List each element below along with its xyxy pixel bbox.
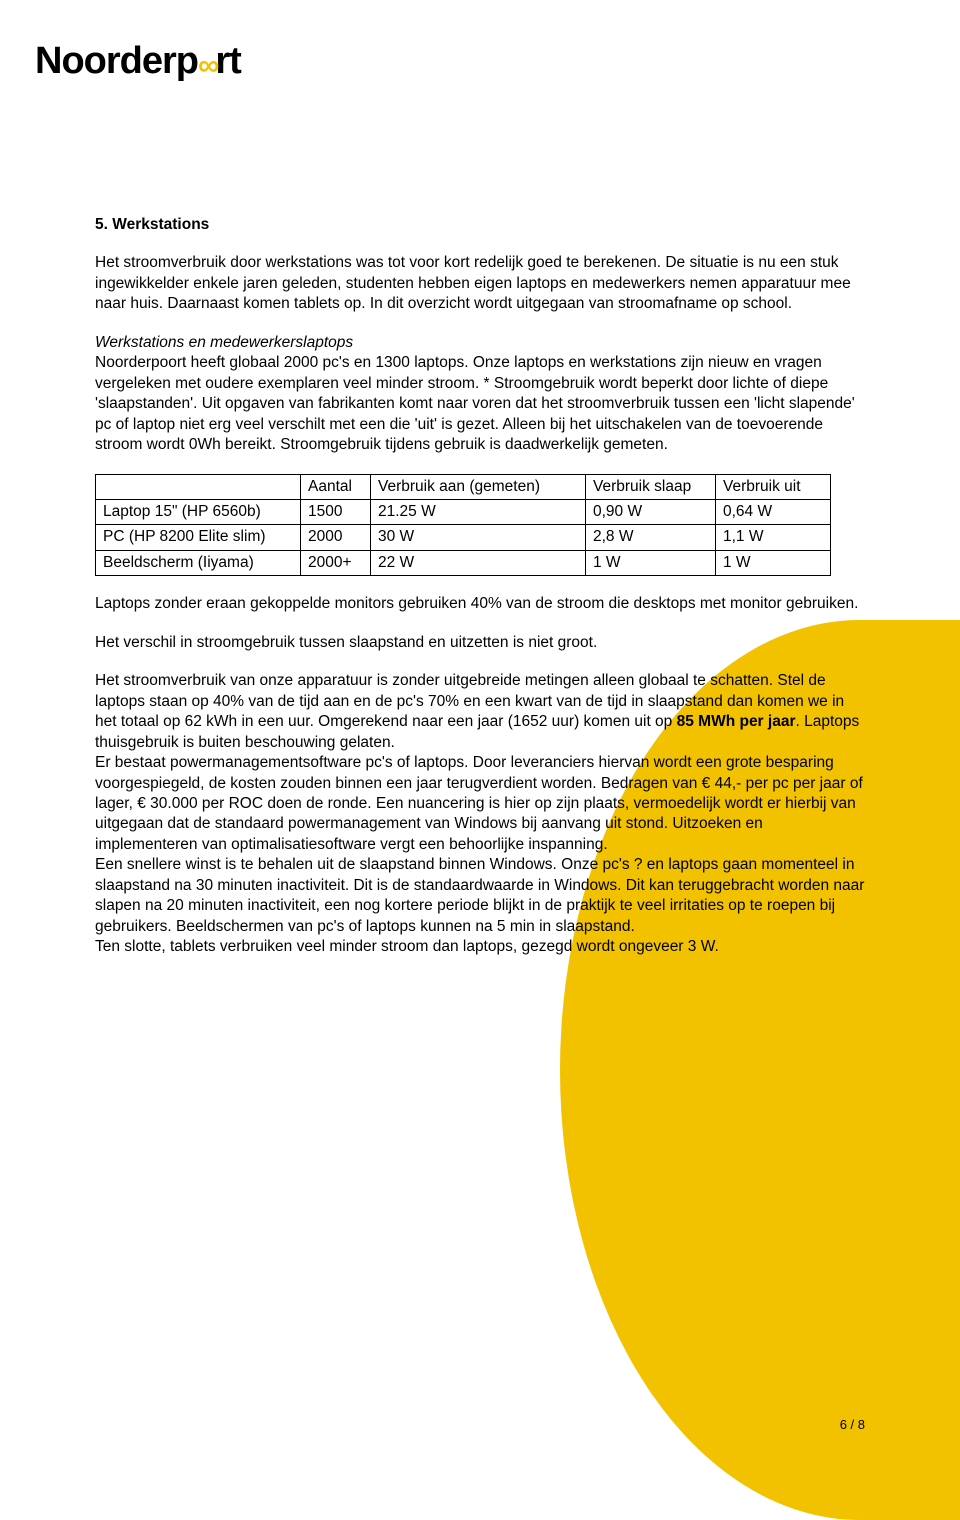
subheading-italic: Werkstations en medewerkerslaptops (95, 334, 353, 351)
table-cell: 1,1 W (716, 525, 831, 550)
table-row: Beeldscherm (Iiyama) 2000+ 22 W 1 W 1 W (96, 550, 831, 575)
table-cell: 1 W (716, 550, 831, 575)
paragraph-tablets: Ten slotte, tablets verbruiken veel mind… (95, 937, 865, 957)
paragraph-power-mgmt: Er bestaat powermanagementsoftware pc's … (95, 753, 865, 855)
table-cell: 1 W (586, 550, 716, 575)
table-cell: PC (HP 8200 Elite slim) (96, 525, 301, 550)
table-cell: 30 W (371, 525, 586, 550)
paragraph-workstations-body: Noorderpoort heeft globaal 2000 pc's en … (95, 354, 855, 453)
table-cell: 2000 (301, 525, 371, 550)
table-row: Laptop 15" (HP 6560b) 1500 21.25 W 0,90 … (96, 499, 831, 524)
page-number: 6 / 8 (840, 1417, 865, 1432)
table-cell: 2,8 W (586, 525, 716, 550)
paragraph-intro: Het stroomverbruik door werkstations was… (95, 253, 865, 314)
table-header-row: Aantal Verbruik aan (gemeten) Verbruik s… (96, 474, 831, 499)
table-cell: 21.25 W (371, 499, 586, 524)
table-cell: Laptop 15" (HP 6560b) (96, 499, 301, 524)
table-cell: 1500 (301, 499, 371, 524)
logo-text-2: rt (215, 40, 240, 82)
paragraph-estimate: Het stroomverbruik van onze apparatuur i… (95, 671, 865, 753)
power-usage-table: Aantal Verbruik aan (gemeten) Verbruik s… (95, 474, 831, 577)
table-cell: Beeldscherm (Iiyama) (96, 550, 301, 575)
document-body: 5. Werkstations Het stroomverbruik door … (95, 215, 865, 958)
paragraph-sleep-off: Het verschil in stroomgebruik tussen sla… (95, 633, 865, 653)
paragraph-sleep-windows: Een snellere winst is te behalen uit de … (95, 855, 865, 937)
logo-text-1: Noorderp (35, 40, 198, 82)
table-cell: 22 W (371, 550, 586, 575)
section-heading: 5. Werkstations (95, 215, 865, 235)
table-header-cell: Aantal (301, 474, 371, 499)
logo-infinity-icon: ∞ (198, 49, 215, 83)
table-cell: 0,90 W (586, 499, 716, 524)
table-cell: 0,64 W (716, 499, 831, 524)
table-header-cell (96, 474, 301, 499)
table-row: PC (HP 8200 Elite slim) 2000 30 W 2,8 W … (96, 525, 831, 550)
paragraph-workstations: Werkstations en medewerkerslaptops Noord… (95, 333, 865, 456)
table-header-cell: Verbruik slaap (586, 474, 716, 499)
bold-mwh: 85 MWh per jaar (677, 713, 796, 730)
table-header-cell: Verbruik aan (gemeten) (371, 474, 586, 499)
logo: Noorderp∞rt (35, 40, 241, 83)
table-header-cell: Verbruik uit (716, 474, 831, 499)
table-cell: 2000+ (301, 550, 371, 575)
paragraph-laptops-desktops: Laptops zonder eraan gekoppelde monitors… (95, 594, 865, 614)
